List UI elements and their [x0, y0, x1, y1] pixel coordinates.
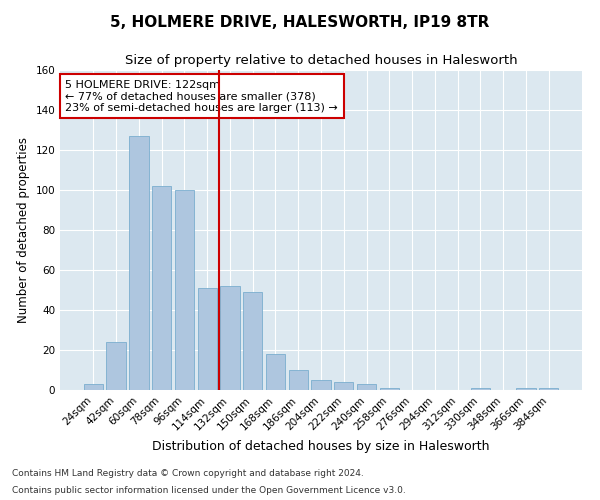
Y-axis label: Number of detached properties: Number of detached properties — [17, 137, 30, 323]
Bar — [266, 354, 285, 390]
Bar — [152, 186, 172, 390]
Text: 5 HOLMERE DRIVE: 122sqm
← 77% of detached houses are smaller (378)
23% of semi-d: 5 HOLMERE DRIVE: 122sqm ← 77% of detache… — [65, 80, 338, 113]
Bar — [539, 388, 558, 390]
Bar — [175, 190, 194, 390]
Bar — [106, 342, 126, 390]
Bar — [220, 286, 239, 390]
Bar — [334, 382, 353, 390]
Title: Size of property relative to detached houses in Halesworth: Size of property relative to detached ho… — [125, 54, 517, 68]
Text: Contains public sector information licensed under the Open Government Licence v3: Contains public sector information licen… — [12, 486, 406, 495]
Bar — [129, 136, 149, 390]
X-axis label: Distribution of detached houses by size in Halesworth: Distribution of detached houses by size … — [152, 440, 490, 453]
Bar — [289, 370, 308, 390]
Text: 5, HOLMERE DRIVE, HALESWORTH, IP19 8TR: 5, HOLMERE DRIVE, HALESWORTH, IP19 8TR — [110, 15, 490, 30]
Bar — [516, 388, 536, 390]
Bar — [84, 384, 103, 390]
Bar — [380, 388, 399, 390]
Bar — [470, 388, 490, 390]
Bar — [311, 380, 331, 390]
Bar — [197, 288, 217, 390]
Bar — [243, 292, 262, 390]
Text: Contains HM Land Registry data © Crown copyright and database right 2024.: Contains HM Land Registry data © Crown c… — [12, 468, 364, 477]
Bar — [357, 384, 376, 390]
